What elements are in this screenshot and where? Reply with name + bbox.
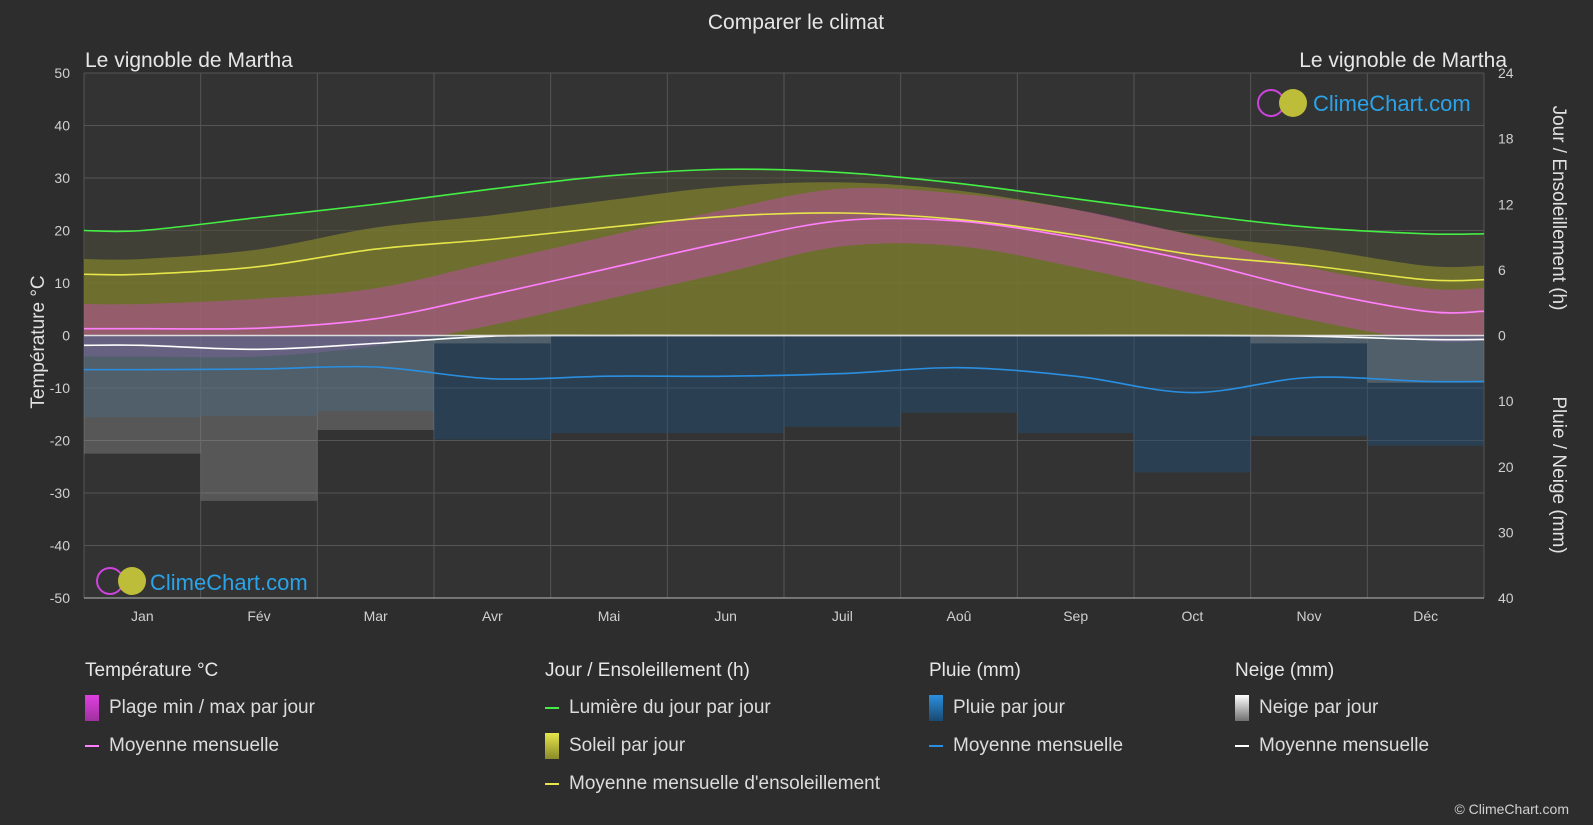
sunshine-swatch xyxy=(545,733,559,759)
rain-bar xyxy=(434,335,551,440)
rain-bar xyxy=(317,335,434,412)
temp-mean-line xyxy=(83,217,1485,330)
temp-range-swatch xyxy=(85,695,99,721)
legend-snow: Neige (mm) Neige par jour Moyenne mensue… xyxy=(1235,660,1429,772)
rain-bar xyxy=(1250,335,1368,437)
month-tick-label: Oct xyxy=(1181,608,1203,624)
legend-sunshine-mean: Moyenne mensuelle d'ensoleillement xyxy=(569,773,880,794)
sun-tick-label: 6 xyxy=(1498,262,1506,278)
temp-tick-label: 0 xyxy=(62,328,70,344)
series-lines xyxy=(83,168,1485,599)
temp-tick-label: 30 xyxy=(54,170,70,186)
rain-bar xyxy=(667,335,784,434)
location-left: Le vignoble de Martha xyxy=(85,49,293,72)
data-areas xyxy=(84,169,1484,501)
temp-tick-label: 20 xyxy=(54,223,70,239)
rain-bar xyxy=(550,335,668,434)
axis-right-top-label: Jour / Ensoleillement (h) xyxy=(1548,106,1569,311)
precip-tick-label: 40 xyxy=(1498,590,1514,606)
month-tick-label: Fév xyxy=(247,608,270,624)
month-tick-label: Mai xyxy=(598,608,621,624)
precip-tick-label: 20 xyxy=(1498,459,1514,475)
logo-bottom: ClimeChart.com xyxy=(96,567,308,595)
temp-tick-label: 40 xyxy=(54,118,70,134)
sun-tick-label: 12 xyxy=(1498,196,1514,212)
temp-tick-label: 10 xyxy=(54,275,70,291)
temp-tick-label: -40 xyxy=(50,538,70,554)
rain-bar xyxy=(1134,335,1251,473)
temp-range-area xyxy=(84,187,1484,358)
axis-left-label: Température °C xyxy=(28,275,49,408)
daylight-swatch xyxy=(545,707,559,709)
rain-mean-line xyxy=(83,365,1485,394)
snow-bar xyxy=(1367,335,1484,383)
legend-rain-mean: Moyenne mensuelle xyxy=(953,735,1124,756)
legend-temperature-header: Température °C xyxy=(85,660,219,681)
snow-bar xyxy=(317,335,434,430)
logo-sun-icon xyxy=(1279,89,1307,117)
chart-title: Comparer le climat xyxy=(708,11,884,34)
rain-bar xyxy=(900,335,1018,413)
precip-tick-label: 30 xyxy=(1498,524,1514,540)
month-tick-label: Juil xyxy=(832,608,853,624)
logo-text-top: ClimeChart.com xyxy=(1313,91,1471,116)
month-tick-label: Jun xyxy=(714,608,737,624)
legend-snow-daily: Neige par jour xyxy=(1259,697,1379,718)
month-tick-label: Aoû xyxy=(947,608,972,624)
sun-tick-label: 18 xyxy=(1498,131,1514,147)
precip-tick-label: 10 xyxy=(1498,393,1514,409)
axis-ticks: 50 40 30 20 10 0 -10 -20 -30 -40 -50 24 18 12 6 0 10 20 30… xyxy=(50,65,1514,624)
month-tick-label: Avr xyxy=(482,608,503,624)
legend-temperature: Température °C Plage min / max par jour … xyxy=(85,660,315,772)
legend-rain: Pluie (mm) Pluie par jour Moyenne mensue… xyxy=(929,660,1123,772)
location-right: Le vignoble de Martha xyxy=(1299,49,1507,72)
legend-temp-mean: Moyenne mensuelle xyxy=(109,735,280,756)
temp-tick-label: -30 xyxy=(50,485,70,501)
sun-tick-label: 24 xyxy=(1498,65,1514,81)
daylight-line xyxy=(83,168,1485,236)
temp-tick-label: -20 xyxy=(50,433,70,449)
rain-mean-swatch xyxy=(929,745,943,747)
rain-bar xyxy=(784,335,901,427)
axis-right-bottom-label: Pluie / Neige (mm) xyxy=(1548,396,1569,553)
snow-bar xyxy=(84,335,201,454)
snow-bar xyxy=(434,335,551,344)
rain-swatch xyxy=(929,695,943,721)
logo-top: ClimeChart.com xyxy=(1257,89,1471,117)
snow-bar xyxy=(1250,335,1368,344)
sunshine-mean-swatch xyxy=(545,783,559,785)
month-tick-label: Déc xyxy=(1413,608,1438,624)
temp-tick-label: 50 xyxy=(54,65,70,81)
sunshine-mean-line xyxy=(83,212,1485,282)
sunshine-area xyxy=(84,182,1484,336)
legend-snow-mean: Moyenne mensuelle xyxy=(1259,735,1430,756)
snow-bar xyxy=(200,335,318,501)
legend-temp-range: Plage min / max par jour xyxy=(109,697,315,718)
month-tick-label: Mar xyxy=(364,608,388,624)
rain-bar xyxy=(84,335,201,418)
legend-daylight: Lumière du jour par jour xyxy=(569,697,771,718)
rain-bar xyxy=(1367,335,1484,446)
legend-sun: Jour / Ensoleillement (h) Lumière du jou… xyxy=(545,660,880,810)
month-tick-label: Nov xyxy=(1297,608,1322,624)
month-tick-label: Sep xyxy=(1063,608,1088,624)
snow-mean-swatch xyxy=(1235,745,1249,747)
legend-sunshine: Soleil par jour xyxy=(569,735,686,756)
temp-mean-swatch xyxy=(85,745,99,747)
legend-rain-daily: Pluie par jour xyxy=(953,697,1065,718)
legend-snow-header: Neige (mm) xyxy=(1235,660,1335,681)
rain-bar xyxy=(1017,335,1134,434)
logo-text-bottom: ClimeChart.com xyxy=(150,570,308,595)
sun-tick-label: 0 xyxy=(1498,328,1506,344)
temp-tick-label: -50 xyxy=(50,590,70,606)
snow-swatch xyxy=(1235,695,1249,721)
legend-rain-header: Pluie (mm) xyxy=(929,660,1021,681)
legend-sun-header: Jour / Ensoleillement (h) xyxy=(545,660,750,681)
temp-tick-label: -10 xyxy=(50,380,70,396)
month-tick-label: Jan xyxy=(131,608,154,624)
copyright: © ClimeChart.com xyxy=(1454,801,1569,817)
logo-sun-icon xyxy=(118,567,146,595)
